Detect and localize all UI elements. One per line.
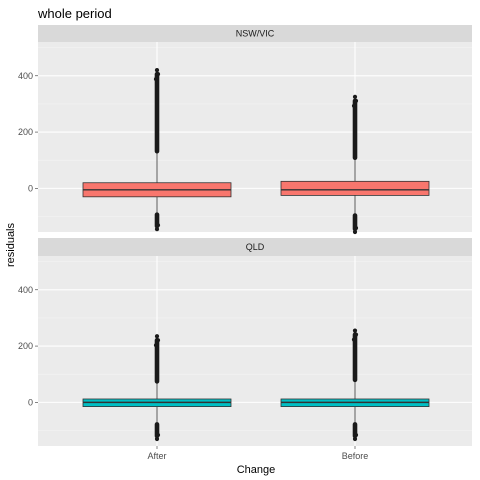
outlier-point bbox=[352, 229, 358, 235]
y-tick-label: 200 bbox=[18, 341, 33, 351]
outlier-point bbox=[154, 68, 160, 73]
chart-title: whole period bbox=[37, 6, 112, 21]
x-axis-title: Change bbox=[237, 464, 276, 476]
facet-strip bbox=[38, 25, 472, 42]
outlier-point bbox=[352, 94, 358, 99]
y-axis-title: residuals bbox=[5, 222, 17, 267]
facet-panel: NSW/VIC 0 200 400 bbox=[18, 25, 472, 235]
box-before bbox=[280, 94, 430, 235]
outlier-point bbox=[351, 337, 357, 342]
facet-strip-label: NSW/VIC bbox=[236, 29, 275, 39]
outlier-point bbox=[155, 432, 161, 438]
box-after bbox=[82, 68, 232, 232]
panel-background bbox=[38, 256, 472, 446]
box-body bbox=[280, 180, 430, 196]
outlier-point bbox=[351, 103, 357, 108]
y-tick-label: 200 bbox=[18, 127, 33, 137]
x-tick-label: Before bbox=[342, 451, 369, 461]
outlier-point bbox=[155, 72, 161, 77]
y-tick-label: 400 bbox=[18, 71, 33, 81]
y-tick-label: 0 bbox=[28, 397, 33, 407]
box-before bbox=[280, 328, 430, 442]
facet-panel: QLD 0 200 400 bbox=[18, 238, 472, 446]
outlier-point bbox=[154, 227, 160, 232]
panel-background bbox=[38, 42, 472, 232]
x-tick-label: After bbox=[147, 451, 166, 461]
facet-strip bbox=[38, 238, 472, 256]
y-tick-label: 0 bbox=[28, 183, 33, 193]
outlier-point bbox=[155, 223, 161, 228]
outlier-point bbox=[153, 343, 159, 348]
outlier-point bbox=[154, 334, 160, 339]
outlier-point bbox=[353, 332, 359, 337]
outlier-point bbox=[353, 98, 359, 103]
outlier-point bbox=[352, 328, 358, 333]
facet-strip-label: QLD bbox=[246, 242, 265, 252]
y-tick-label: 400 bbox=[18, 285, 33, 295]
outlier-point bbox=[352, 436, 358, 442]
outlier-point bbox=[353, 432, 359, 438]
outlier-point bbox=[155, 338, 161, 343]
box-after bbox=[82, 334, 232, 442]
outlier-point bbox=[353, 225, 359, 231]
outlier-point bbox=[154, 436, 160, 442]
outlier-point bbox=[153, 77, 159, 82]
